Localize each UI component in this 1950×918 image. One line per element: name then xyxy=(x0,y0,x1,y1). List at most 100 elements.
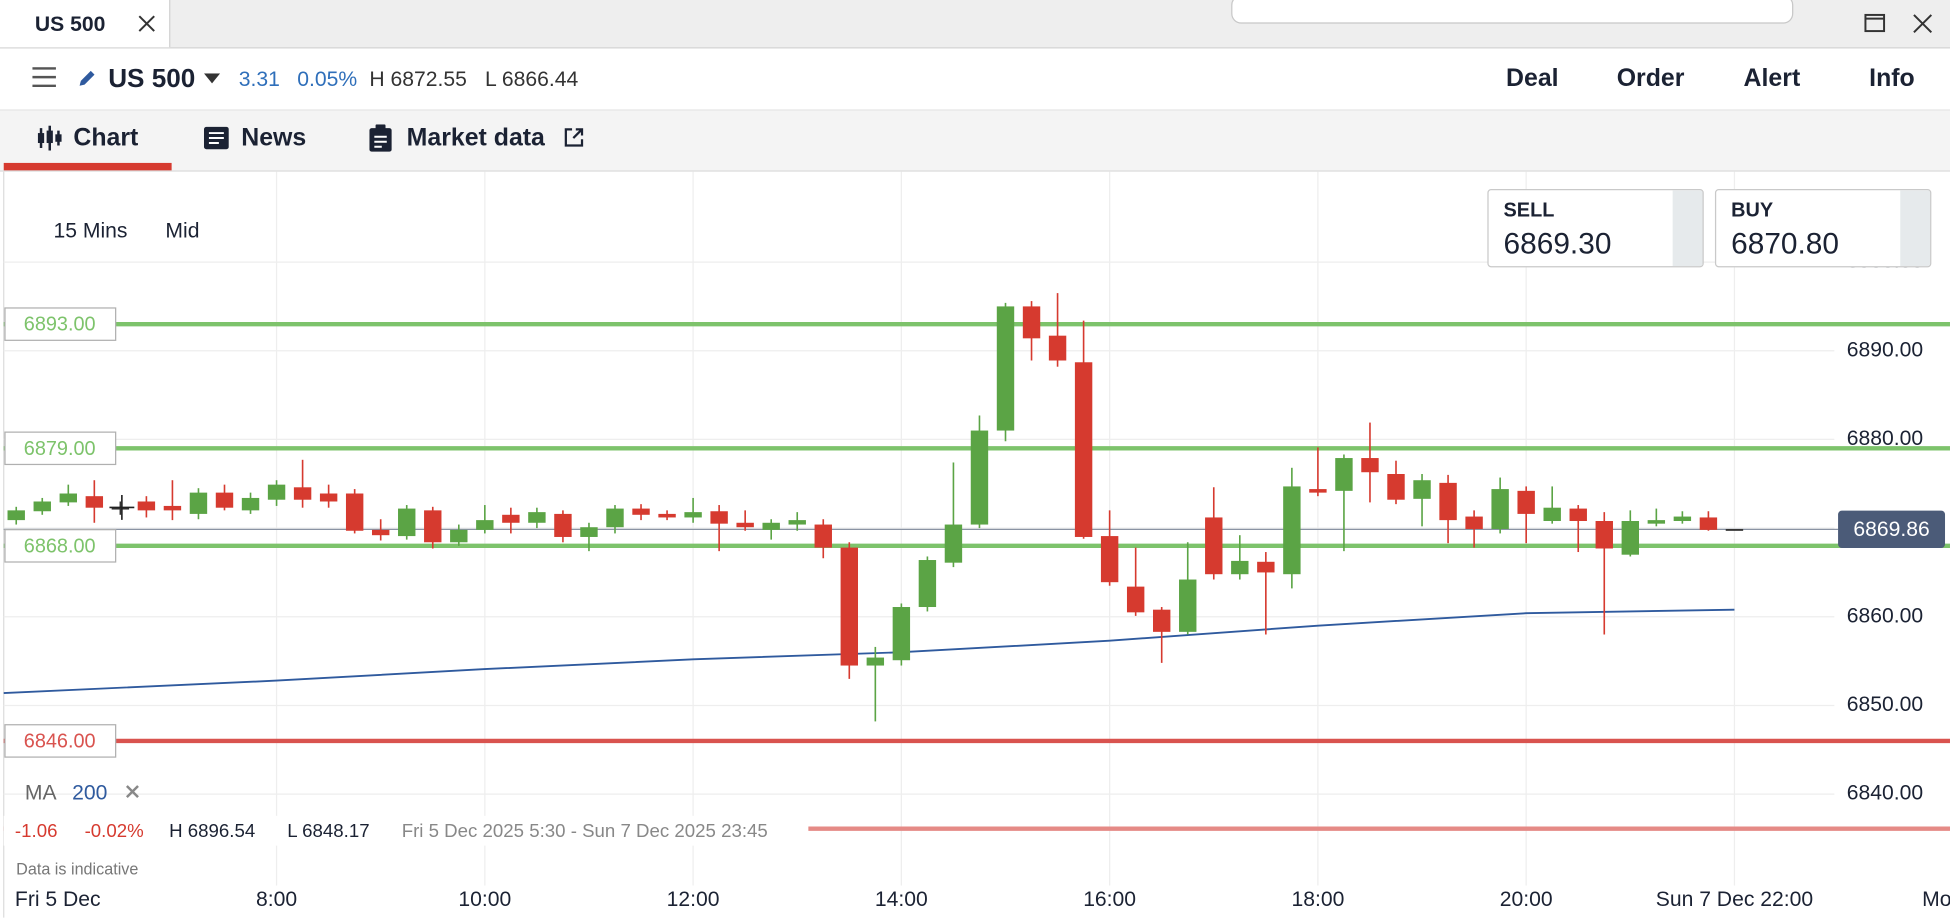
candle-body xyxy=(658,513,676,518)
candle-body xyxy=(1100,536,1119,583)
clipboard-icon xyxy=(369,124,392,152)
chart-tab[interactable]: Chart xyxy=(3,111,172,171)
candle-body xyxy=(1491,489,1509,529)
candle-body xyxy=(944,524,963,563)
sell-price: 6869.30 xyxy=(1503,227,1612,262)
candle-body xyxy=(1022,306,1041,339)
candle-body xyxy=(710,511,728,524)
y-tick-label: 6860.00 xyxy=(1847,604,1923,627)
change: 3.31 xyxy=(238,67,280,91)
instrument[interactable]: US 500 xyxy=(108,64,196,94)
buy-box[interactable]: BUY 6870.80 xyxy=(1714,189,1932,268)
candle-body xyxy=(892,607,911,661)
level-label-box xyxy=(4,431,117,466)
tab[interactable]: US 500 xyxy=(0,0,171,48)
candle-body xyxy=(371,529,390,536)
candle-body xyxy=(1335,458,1353,491)
candle-body xyxy=(1673,516,1692,522)
candle-body xyxy=(189,492,208,514)
candle-body xyxy=(970,430,989,525)
external-link-icon xyxy=(564,128,584,147)
x-tick-label: 10:00 xyxy=(458,888,511,911)
price-type[interactable]: Mid xyxy=(165,218,200,243)
candle-body xyxy=(1179,579,1197,632)
instrument-dropdown[interactable] xyxy=(203,73,221,84)
level-label: 6846.00 xyxy=(24,730,96,752)
alert-button[interactable]: Alert xyxy=(1743,64,1801,93)
tab-title: US 500 xyxy=(34,12,106,37)
cursor xyxy=(109,494,135,520)
level-label-box xyxy=(4,724,117,758)
moving-average xyxy=(3,608,1735,694)
candle-body xyxy=(1048,335,1067,361)
candle-body xyxy=(1543,507,1561,522)
news-tab[interactable]: News xyxy=(199,111,323,171)
remove-indicator[interactable] xyxy=(125,785,140,799)
candle-body xyxy=(1257,561,1275,573)
candle-body xyxy=(788,520,806,525)
current-price-box xyxy=(1838,510,1946,548)
sub-tabs: Chart News Market data xyxy=(0,110,1950,172)
market-data-tab[interactable]: Market data xyxy=(361,111,597,171)
level-label: 6868.00 xyxy=(24,535,96,557)
candle-body xyxy=(866,657,885,666)
menu[interactable] xyxy=(32,67,56,88)
current-price-label: 6869.86 xyxy=(1853,518,1929,541)
x-tick-label: 20:00 xyxy=(1500,888,1553,911)
summary-range: Fri 5 Dec 2025 5:30 - Sun 7 Dec 2025 23:… xyxy=(401,820,768,842)
tab-label: News xyxy=(241,124,307,152)
candle-body xyxy=(502,514,520,523)
candle-body xyxy=(163,505,182,511)
y-tick-label: 6840.00 xyxy=(1847,782,1923,805)
y-tick-label: 6850.00 xyxy=(1847,693,1923,716)
interval[interactable]: 15 Mins xyxy=(53,218,128,243)
candle-body xyxy=(632,508,650,515)
day-low: L 6866.44 xyxy=(485,67,579,91)
sell-label: SELL xyxy=(1503,200,1555,222)
candle-body xyxy=(1361,458,1379,473)
indicator-name: MA xyxy=(24,780,57,805)
candle-body xyxy=(1387,474,1405,500)
candle-body xyxy=(918,560,937,608)
disclaimer: Data is indicative xyxy=(16,859,139,878)
candle-body xyxy=(33,501,51,512)
day-high: H 6872.55 xyxy=(369,67,467,91)
candle-body xyxy=(398,508,416,537)
candle-body xyxy=(319,493,338,502)
candle-body xyxy=(528,512,546,523)
candle-body xyxy=(345,493,364,531)
candle-body xyxy=(1465,516,1483,529)
edit[interactable] xyxy=(77,68,97,88)
candle-body xyxy=(554,513,572,537)
candle-body xyxy=(1621,521,1640,555)
close-tab[interactable] xyxy=(138,15,155,32)
level-label: 6893.00 xyxy=(24,314,96,336)
candle-body xyxy=(59,493,77,503)
close-window[interactable] xyxy=(1913,14,1933,34)
candle-body xyxy=(996,306,1015,431)
candle-body xyxy=(1595,521,1613,549)
summary-low: L 6848.17 xyxy=(287,820,370,842)
candle-body xyxy=(580,527,598,537)
sell-box[interactable]: SELL 6869.30 xyxy=(1487,189,1704,268)
order-button[interactable]: Order xyxy=(1616,64,1685,93)
candle-body xyxy=(1699,517,1718,530)
maximize[interactable] xyxy=(1864,13,1886,33)
candle-body xyxy=(1205,517,1223,575)
candle-body xyxy=(736,522,754,528)
deal-button[interactable]: Deal xyxy=(1506,64,1559,93)
candle-body xyxy=(1413,480,1431,499)
change-pct: 0.05% xyxy=(297,67,358,91)
x-tick-label: Mon xyxy=(1922,888,1950,911)
candle-body xyxy=(1647,520,1666,524)
info-button[interactable]: Info xyxy=(1869,64,1915,93)
candle-body xyxy=(1074,362,1093,537)
summary-bar: -1.06 -0.02% H 6896.54 L 6848.17 Fri 5 D… xyxy=(3,815,809,846)
level-label: 6879.00 xyxy=(24,438,96,460)
candle-body xyxy=(85,496,104,508)
candle-body xyxy=(267,484,286,500)
candle-body xyxy=(137,501,156,511)
x-tick-label: 14:00 xyxy=(875,888,928,911)
